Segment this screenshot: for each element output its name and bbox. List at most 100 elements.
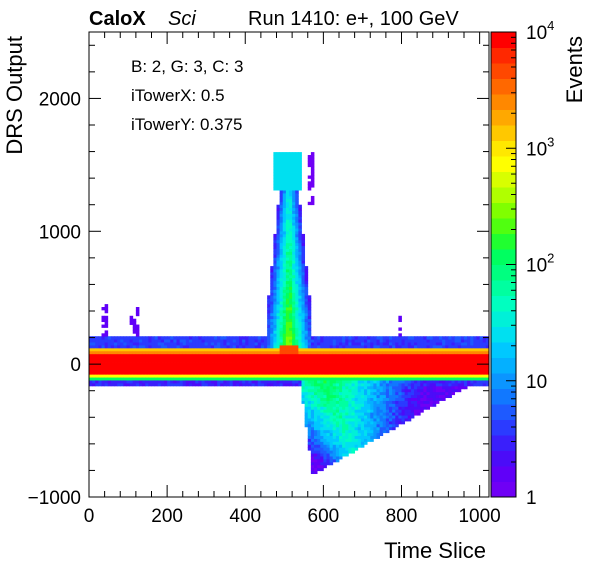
heatmap-cell <box>160 347 165 352</box>
heatmap-cell <box>335 339 340 343</box>
heatmap-cell <box>154 368 159 372</box>
heatmap-cell <box>282 169 287 173</box>
heatmap-cell <box>295 201 299 206</box>
heatmap-cell <box>398 377 402 381</box>
heatmap-cell <box>282 359 287 363</box>
heatmap-cell <box>154 345 159 349</box>
heatmap-cell <box>357 371 362 375</box>
heatmap-cell <box>435 339 440 343</box>
heatmap-cell <box>251 350 256 355</box>
heatmap-cell <box>354 421 359 425</box>
heatmap-cell <box>423 371 427 375</box>
heatmap-cell <box>101 371 106 375</box>
heatmap-cell <box>289 339 293 343</box>
heatmap-cell <box>285 169 290 173</box>
heatmap-cell <box>423 388 427 393</box>
heatmap-cell <box>314 380 318 384</box>
heatmap-cell <box>329 459 334 463</box>
heatmap-cell <box>201 339 206 343</box>
heatmap-cell <box>279 383 284 387</box>
heatmap-cell <box>432 374 437 378</box>
heatmap-cell <box>295 342 299 346</box>
heatmap-cell <box>348 409 352 413</box>
heatmap-cell <box>351 400 356 404</box>
heatmap-cell <box>110 383 115 387</box>
heatmap-cell <box>404 403 409 407</box>
heatmap-cell <box>335 353 340 358</box>
heatmap-cell <box>435 400 440 404</box>
heatmap-cell <box>448 380 452 384</box>
heatmap-cell <box>304 385 309 390</box>
heatmap-cell <box>326 406 331 410</box>
heatmap-cell <box>442 377 446 381</box>
heatmap-cell <box>279 204 284 209</box>
heatmap-cell <box>326 385 331 390</box>
heatmap-cell <box>389 353 393 358</box>
heatmap-cell <box>298 312 302 317</box>
heatmap-cell <box>314 438 318 442</box>
heatmap-cell <box>282 318 287 323</box>
heatmap-cell <box>345 423 349 428</box>
heatmap-cell <box>335 383 340 387</box>
heatmap-cell <box>267 365 271 369</box>
heatmap-cell <box>298 374 302 378</box>
heatmap-cell <box>414 394 418 399</box>
heatmap-cell <box>276 356 281 361</box>
heatmap-cell <box>345 353 349 358</box>
heatmap-cell <box>154 339 159 343</box>
heatmap-cell <box>314 406 318 410</box>
heatmap-cell <box>292 371 296 375</box>
heatmap-cell <box>120 342 124 346</box>
heatmap-cell <box>273 350 277 355</box>
heatmap-cell <box>273 356 277 361</box>
heatmap-cell <box>485 368 489 372</box>
heatmap-cell <box>423 345 427 349</box>
heatmap-cell <box>207 345 212 349</box>
heatmap-cell <box>232 356 237 361</box>
heatmap-cell <box>314 385 318 390</box>
heatmap-cell <box>276 210 281 214</box>
heatmap-cell <box>410 359 415 363</box>
heatmap-cell <box>185 345 190 349</box>
heatmap-cell <box>282 374 287 378</box>
heatmap-cell <box>282 380 287 384</box>
heatmap-cell <box>182 377 187 381</box>
heatmap-cell <box>270 269 274 273</box>
heatmap-cell <box>120 356 124 361</box>
heatmap-cell <box>220 353 224 358</box>
heatmap-cell <box>195 350 199 355</box>
plot-frame <box>88 31 490 498</box>
heatmap-cell <box>385 385 390 390</box>
heatmap-cell <box>217 362 221 366</box>
heatmap-cell <box>298 304 302 308</box>
heatmap-cell <box>154 383 159 387</box>
heatmap-cell <box>398 412 402 416</box>
heatmap-cell <box>142 345 146 349</box>
heatmap-cell <box>439 383 443 387</box>
heatmap-cell <box>292 260 296 264</box>
experiment-tag: Sci <box>168 8 196 30</box>
heatmap-cell <box>314 365 318 369</box>
heatmap-cell <box>317 467 321 472</box>
heatmap-cell <box>251 377 256 381</box>
heatmap-cell <box>282 356 287 361</box>
heatmap-cell <box>92 365 96 369</box>
heatmap-cell <box>185 342 190 346</box>
heatmap-cell <box>332 380 337 384</box>
heatmap-cell <box>148 374 152 378</box>
x-tick-label: 400 <box>229 506 261 527</box>
heatmap-cell <box>120 380 124 384</box>
heatmap-cell <box>260 345 265 349</box>
heatmap-cell <box>392 362 396 366</box>
heatmap-cell <box>307 368 312 372</box>
heatmap-cell <box>151 350 156 355</box>
heatmap-cell <box>239 371 243 375</box>
heatmap-cell <box>248 339 252 343</box>
heatmap-cell <box>320 435 324 439</box>
heatmap-cell <box>282 277 287 282</box>
heatmap-cell <box>195 371 199 375</box>
heatmap-cell <box>110 342 115 346</box>
heatmap-cell <box>292 233 296 238</box>
heatmap-cell <box>282 383 287 387</box>
